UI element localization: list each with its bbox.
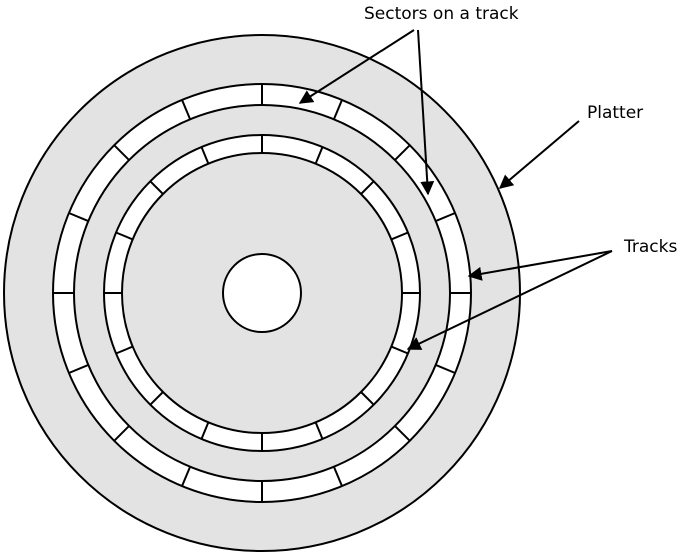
inner-track-sector-divider-12 [115, 345, 134, 355]
inner-track-sector-divider-6 [390, 345, 409, 355]
platter-arrow [498, 120, 580, 189]
outer-track-sector-divider-8 [332, 466, 343, 487]
outer-track-sector-divider-3 [394, 144, 411, 161]
tracks-label: Tracks [623, 237, 677, 257]
inner-track-sector-divider-16 [200, 146, 210, 165]
sectors-arrow-outer [298, 29, 415, 104]
platter-label: Platter [587, 103, 643, 123]
inner-track-sectors [104, 135, 420, 451]
spindle-hole [222, 253, 302, 333]
inner-track-sector-divider-8 [314, 421, 324, 440]
sectors-arrow-inner [417, 29, 435, 196]
outer-track-sector-divider-15 [113, 144, 130, 161]
outer-track-sector-divider-4 [435, 212, 456, 223]
inner-track-sector-divider-4 [390, 231, 409, 241]
outer-track-sectors [53, 84, 471, 502]
outer-track-sector-divider-12 [68, 363, 89, 374]
inner-track-sector-divider-15 [149, 180, 164, 195]
outer-track-sector-divider-10 [181, 466, 192, 487]
outer-track-sector-divider-14 [68, 212, 89, 223]
arrows [298, 29, 613, 350]
tracks-arrow-inner [406, 250, 613, 350]
outer-track-sector-divider-2 [332, 99, 343, 120]
outer-track-sector-divider-16 [181, 99, 192, 120]
outer-track-sector-divider-7 [394, 425, 411, 442]
outer-track-sector-divider-6 [435, 363, 456, 374]
inner-track-sector-divider-14 [115, 231, 134, 241]
inner-track-sector-divider-7 [360, 391, 375, 406]
inner-track-sector-divider-2 [314, 146, 324, 165]
tracks-arrow-outer [467, 250, 613, 281]
inner-track-sector-divider-10 [200, 421, 210, 440]
inner-track-sector-divider-11 [149, 391, 164, 406]
inner-track-sector-divider-3 [360, 180, 375, 195]
sectors-label: Sectors on a track [364, 4, 519, 24]
outer-track-sector-divider-11 [113, 425, 130, 442]
